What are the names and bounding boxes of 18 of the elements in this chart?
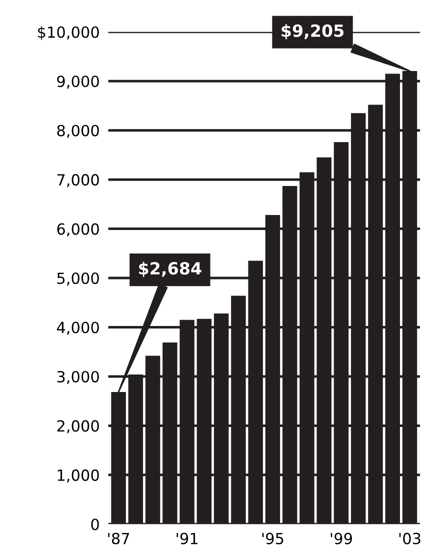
y-tick-label: 8,000 (57, 124, 99, 138)
x-tick-label: '95 (262, 532, 284, 544)
y-tick-label: 7,000 (57, 174, 99, 188)
y-tick-label: $10,000 (38, 26, 99, 40)
x-tick-label: '99 (330, 532, 352, 544)
x-tick-label: '91 (176, 532, 198, 544)
y-tick-label: 9,000 (57, 76, 99, 89)
y-tick-label: 3,000 (57, 370, 99, 384)
y-tick-label: 6,000 (57, 223, 99, 236)
y-tick-label: 4,000 (56, 322, 99, 335)
annotation: $2,684 (139, 262, 202, 277)
x-tick-label: '03 (399, 532, 420, 544)
annotation: $9,205 (282, 24, 344, 40)
y-tick-label: 1,000 (58, 469, 99, 483)
x-tick-label: '87 (108, 532, 130, 544)
y-tick-label: 5,000 (57, 272, 99, 286)
y-tick-label: 0 (91, 518, 99, 530)
y-tick-label: 2,000 (57, 420, 99, 434)
